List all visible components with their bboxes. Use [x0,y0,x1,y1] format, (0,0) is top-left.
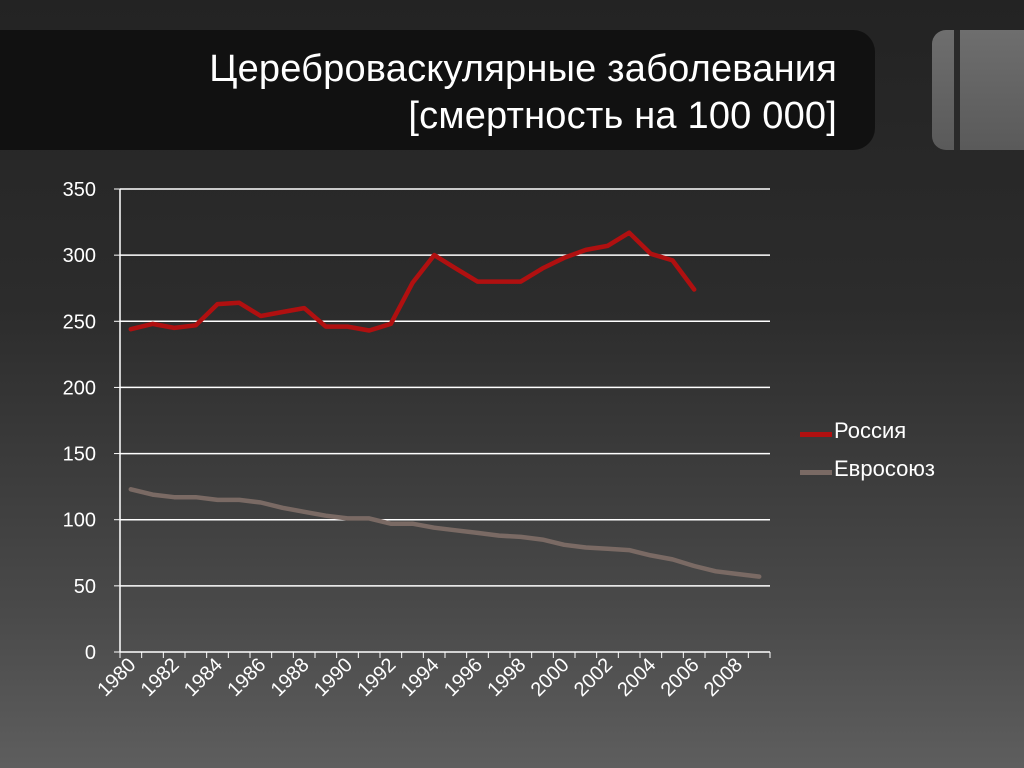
y-tick-label-0: 0 [85,642,96,664]
slide-title-line1: Цереброваскулярные заболевания [209,48,837,90]
x-tick-label-1982: 1982 [137,654,184,701]
y-tick-label-300: 300 [63,245,96,267]
legend-swatch-eu [800,470,832,475]
slide-title-line2: [смертность на 100 000] [408,95,837,137]
x-tick-label-1986: 1986 [223,654,270,701]
x-tick-label-2006: 2006 [657,654,704,701]
series-line-russia [128,230,697,333]
x-tick-label-2002: 2002 [570,654,617,701]
legend-label-russia: Россия [834,418,907,443]
x-tick-label-1980: 1980 [93,654,140,701]
x-tick-label-1994: 1994 [397,654,444,701]
legend-label-eu: Евросоюз [834,456,935,481]
x-tick-label-2008: 2008 [700,654,747,701]
y-tick-label-100: 100 [63,510,96,532]
title-box: Цереброваскулярные заболевания [смертнос… [0,30,875,150]
decorative-bar [954,30,960,150]
y-tick-label-150: 150 [63,444,96,466]
series-line-eu [128,487,762,579]
y-tick-label-50: 50 [74,576,96,598]
y-tick-label-350: 350 [63,179,96,201]
x-tick-label-2004: 2004 [613,654,660,701]
decorative-tab [932,30,1024,150]
x-tick-label-1992: 1992 [353,654,400,701]
y-tick-label-200: 200 [63,377,96,399]
x-tick-label-1998: 1998 [483,654,530,701]
x-tick-label-1996: 1996 [440,654,487,701]
x-tick-label-1988: 1988 [267,654,314,701]
x-tick-label-2000: 2000 [527,654,574,701]
y-tick-label-250: 250 [63,311,96,333]
legend-swatch-russia [800,432,832,437]
x-tick-label-1984: 1984 [180,654,227,701]
x-tick-label-1990: 1990 [310,654,357,701]
